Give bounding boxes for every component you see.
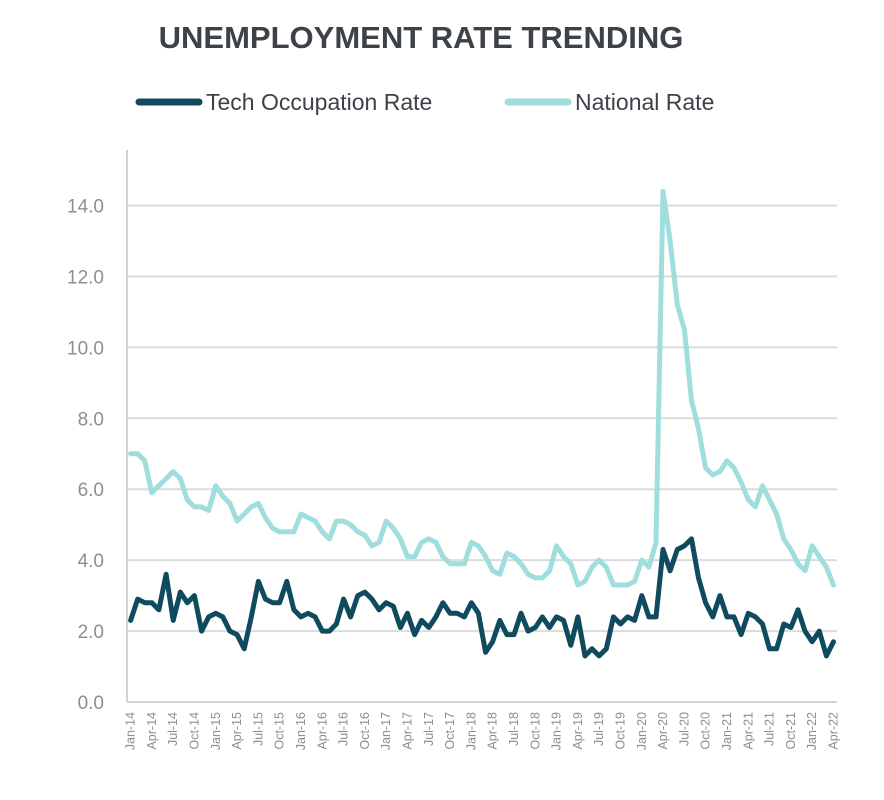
x-tick-label: Oct-15 <box>273 712 287 750</box>
x-tick-label: Oct-20 <box>699 712 713 750</box>
x-tick-label: Apr-18 <box>486 712 500 750</box>
x-tick-label: Oct-21 <box>784 712 798 750</box>
x-tick-label: Jan-14 <box>124 712 138 750</box>
x-tick-label: Oct-16 <box>358 712 372 750</box>
legend-item-national: National Rate <box>504 89 714 115</box>
y-tick-label: 6.0 <box>78 480 104 501</box>
x-tick-label: Oct-18 <box>528 712 542 750</box>
x-tick-label: Jan-18 <box>464 712 478 750</box>
x-tick-label: Jul-14 <box>166 712 180 746</box>
gridlines <box>126 150 837 703</box>
x-tick-label: Jul-18 <box>507 712 521 746</box>
y-tick-label: 10.0 <box>67 338 104 359</box>
x-tick-label: Jul-15 <box>251 712 265 746</box>
x-tick-label: Apr-15 <box>230 712 244 750</box>
x-tick-label: Apr-20 <box>656 712 670 750</box>
chart-title: UNEMPLOYMENT RATE TRENDING <box>159 20 684 55</box>
y-tick-label: 8.0 <box>78 409 104 430</box>
x-tick-label: Oct-14 <box>187 712 201 750</box>
x-tick-label: Jan-21 <box>720 712 734 750</box>
x-tick-label: Apr-21 <box>741 712 755 750</box>
legend-item-tech: Tech Occupation Rate <box>135 89 432 115</box>
x-tick-label: Apr-19 <box>571 712 585 750</box>
x-axis: Jan-14 Apr-14 Jul-14 Oct-14 Jan-15 Apr-15 Jul-… <box>124 712 841 750</box>
x-tick-label: Jul-19 <box>592 712 606 746</box>
series-line-national-rate <box>128 188 836 588</box>
x-tick-label: Apr-17 <box>400 712 414 750</box>
x-tick-label: Jan-17 <box>379 712 393 750</box>
x-tick-label: Jan-19 <box>550 712 564 750</box>
y-tick-label: 2.0 <box>78 622 104 643</box>
x-tick-label: Oct-17 <box>443 712 457 750</box>
y-tick-label: 14.0 <box>67 196 104 217</box>
y-tick-label: 0.0 <box>78 693 104 714</box>
x-tick-label: Jan-22 <box>805 712 819 750</box>
x-tick-label: Apr-16 <box>315 712 329 750</box>
x-tick-label: Jul-20 <box>677 712 691 746</box>
x-tick-label: Jan-16 <box>294 712 308 750</box>
x-tick-label: Jan-20 <box>635 712 649 750</box>
x-tick-label: Apr-14 <box>145 712 159 750</box>
x-tick-label: Jul-21 <box>763 712 777 746</box>
y-tick-label: 4.0 <box>78 551 104 572</box>
x-tick-label: Jul-17 <box>422 712 436 746</box>
y-axis: 0.0 2.0 4.0 6.0 8.0 10.0 12.0 14.0 <box>67 196 104 714</box>
y-tick-label: 12.0 <box>67 267 104 288</box>
x-tick-label: Jan-15 <box>209 712 223 750</box>
x-tick-label: Jul-16 <box>337 712 351 746</box>
series-line-tech-occupation-rate <box>128 536 836 659</box>
legend-label-national: National Rate <box>575 89 714 115</box>
legend-label-tech: Tech Occupation Rate <box>206 89 432 115</box>
x-tick-label: Apr-22 <box>826 712 840 750</box>
x-tick-label: Oct-19 <box>613 712 627 750</box>
series-lines <box>128 188 836 659</box>
legend: Tech Occupation Rate National Rate <box>135 89 714 115</box>
